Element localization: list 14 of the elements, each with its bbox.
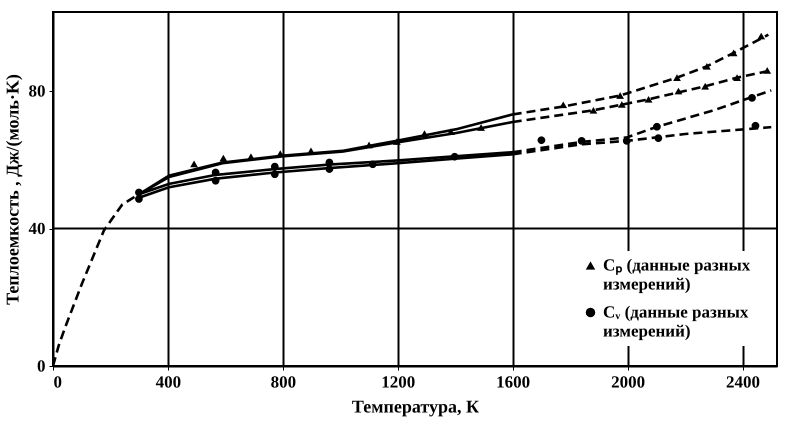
x-tick-label: 1600 xyxy=(496,372,530,392)
x-tick-label: 0 xyxy=(54,372,62,392)
y-tick-label: 0 xyxy=(37,356,46,376)
x-tick-label: 1200 xyxy=(381,372,416,392)
x-axis-title: Температура, К xyxy=(352,396,480,416)
x-tick-label: 400 xyxy=(156,372,182,392)
legend-label: Cᵥ (данные разных измерений) xyxy=(603,302,749,340)
x-tick-label: 2400 xyxy=(726,372,760,392)
x-tick-label: 2000 xyxy=(611,372,646,392)
y-tick-label: 40 xyxy=(28,219,46,238)
y-tick-label: 80 xyxy=(28,82,46,101)
y-axis-title: Теплоемкость , Дж/(моль·K) xyxy=(2,74,22,305)
x-tick-label: 800 xyxy=(270,372,296,392)
legend-label: Cₚ (данные разных измерений) xyxy=(603,256,751,294)
